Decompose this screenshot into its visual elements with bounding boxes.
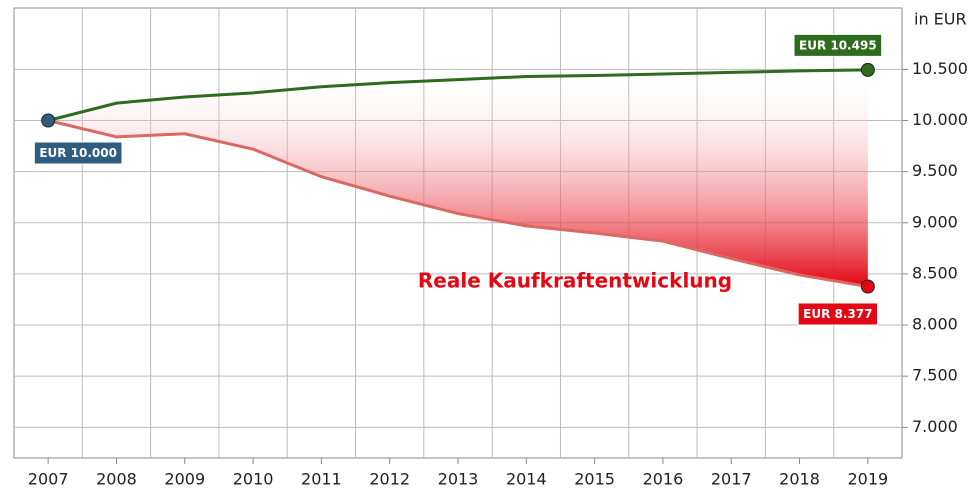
x-tick-label: 2015 — [574, 470, 615, 489]
y-tick-label: 9.500 — [912, 161, 958, 180]
x-tick-label: 2019 — [847, 470, 888, 489]
x-tick-label: 2011 — [301, 470, 342, 489]
series-label: Reale Kaufkraftentwicklung — [418, 269, 732, 293]
y-tick-label: 10.000 — [912, 110, 968, 129]
x-tick-label: 2017 — [711, 470, 752, 489]
x-tick-label: 2012 — [369, 470, 410, 489]
x-tick-label: 2008 — [96, 470, 137, 489]
point — [41, 113, 56, 128]
x-tick-label: 2009 — [164, 470, 205, 489]
x-tick-label: 2007 — [28, 470, 69, 489]
point — [860, 279, 875, 294]
x-tick-label: 2018 — [779, 470, 820, 489]
value-tag — [797, 302, 879, 326]
y-tick-label: 8.500 — [912, 263, 958, 282]
y-tick-label: 10.500 — [912, 59, 968, 78]
y-tick-label: 7.000 — [912, 417, 958, 436]
y-axis-label: in EUR — [914, 10, 967, 29]
series-line — [47, 119, 869, 288]
gap-area — [48, 69, 868, 287]
x-tick-label: 2016 — [643, 470, 684, 489]
value-tag — [33, 141, 123, 165]
point — [860, 62, 875, 77]
x-tick-label: 2010 — [233, 470, 274, 489]
value-tag-text: EUR 8.377 — [803, 307, 872, 321]
y-tick-label: 8.000 — [912, 315, 958, 334]
y-tick-label: 7.500 — [912, 366, 958, 385]
y-tick-label: 9.000 — [912, 212, 958, 231]
x-tick-label: 2013 — [438, 470, 479, 489]
x-tick-label: 2014 — [506, 470, 547, 489]
series-line — [47, 68, 868, 122]
value-tag-text: EUR 10.000 — [39, 146, 117, 160]
value-tag-text: EUR 10.495 — [799, 38, 877, 52]
value-tag — [793, 33, 883, 57]
